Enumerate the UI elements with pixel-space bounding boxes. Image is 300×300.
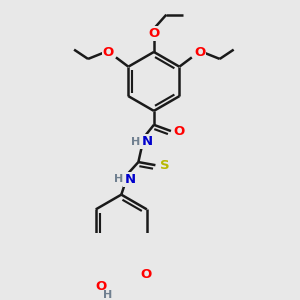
Text: N: N [124, 172, 135, 186]
Text: H: H [103, 290, 112, 300]
Text: O: O [95, 280, 107, 293]
Text: H: H [114, 174, 123, 184]
Text: H: H [130, 137, 140, 147]
Text: O: O [140, 268, 152, 281]
Text: O: O [173, 125, 184, 138]
Text: O: O [103, 46, 114, 59]
Text: O: O [194, 46, 205, 59]
Text: N: N [141, 135, 152, 148]
Text: S: S [160, 159, 169, 172]
Text: O: O [148, 27, 160, 40]
